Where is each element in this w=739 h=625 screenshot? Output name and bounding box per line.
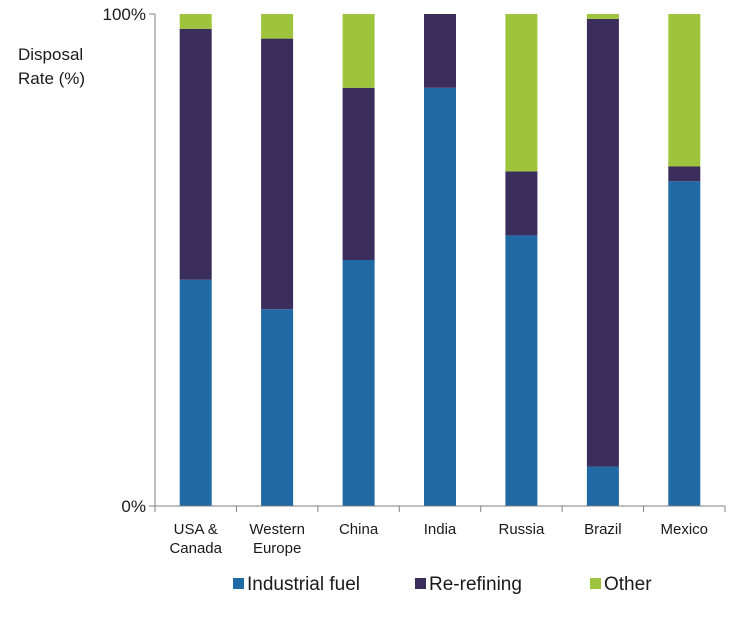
y-tick-label: 0% [121,497,146,516]
x-tick-label-china: China [339,521,379,538]
x-tick-label-western-europe: Western Europe [249,521,305,557]
y-axis-label: Disposal Rate (%) [18,45,85,88]
x-tick-label-russia: Russia [498,521,545,538]
bar-brazil-industrial-fuel [586,466,619,506]
bar-western-europe-other [261,14,294,39]
legend-label-industrial-fuel: Industrial fuel [247,574,360,595]
legend-swatch-industrial-fuel [233,578,244,589]
bar-usa-canada-industrial-fuel [179,279,212,506]
bar-mexico-re-refining [668,166,701,182]
x-tick-label-india: India [424,521,457,538]
legend-label-other: Other [604,574,652,595]
legend-swatch-re-refining [415,578,426,589]
bar-mexico-industrial-fuel [668,181,701,507]
bar-russia-other [505,14,538,172]
legend-label-re-refining: Re-refining [429,574,522,595]
legend-swatch-other [590,578,601,589]
bar-western-europe-re-refining [261,38,294,310]
bar-china-industrial-fuel [342,260,375,506]
x-tick-label-usa-canada: USA & Canada [169,521,222,557]
bar-russia-re-refining [505,171,538,236]
bar-usa-canada-re-refining [179,28,212,280]
bar-china-other [342,14,375,88]
axes [149,13,726,512]
x-tick-labels: USA & Canada Western Europe China India Russia… [169,521,708,557]
y-tick-labels: 0% 100% [103,5,146,516]
bar-brazil-other [586,14,619,19]
bar-china-re-refining [342,87,375,260]
bar-usa-canada-other [179,14,212,29]
bar-russia-industrial-fuel [505,235,538,506]
bar-mexico-other [668,14,701,167]
bar-brazil-re-refining [586,18,619,467]
y-axis-label-line-1: Disposal [18,45,83,64]
bar-group [179,14,701,507]
x-tick-label-brazil: Brazil [584,521,622,538]
x-tick-label-mexico: Mexico [661,521,709,538]
bar-western-europe-industrial-fuel [261,309,294,506]
bar-india-re-refining [424,14,456,88]
y-axis-label-line-2: Rate (%) [18,69,85,88]
bar-india-industrial-fuel [424,87,456,507]
legend: Industrial fuel Re-refining Other [233,574,652,595]
y-tick-label: 100% [103,5,146,24]
